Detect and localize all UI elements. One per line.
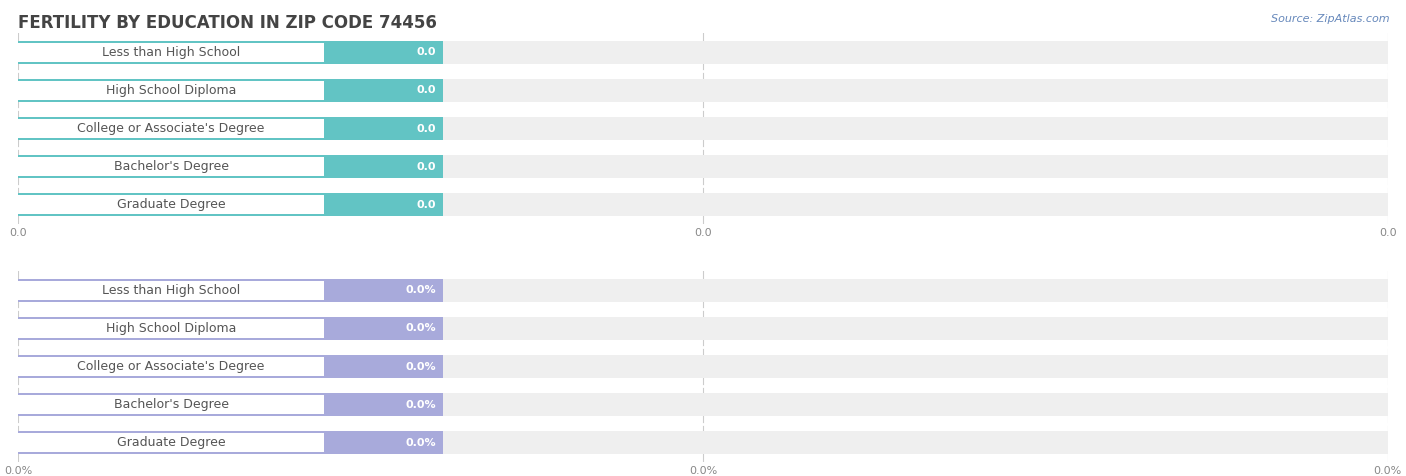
Text: 0.0: 0.0 [416, 123, 436, 134]
Text: 0.0: 0.0 [416, 161, 436, 172]
Bar [18, 278, 1388, 302]
Bar [18, 155, 443, 178]
Bar [18, 433, 323, 452]
Text: 0.0%: 0.0% [405, 323, 436, 334]
Bar [18, 155, 1388, 178]
Bar [18, 355, 443, 378]
Bar [18, 81, 323, 100]
Bar [18, 431, 443, 455]
Bar [18, 119, 323, 138]
Text: Less than High School: Less than High School [103, 46, 240, 59]
Bar [18, 395, 323, 414]
Bar [18, 355, 1388, 378]
Bar [18, 117, 443, 140]
Text: 0.0%: 0.0% [405, 361, 436, 372]
Bar [18, 393, 443, 416]
Text: 0.0: 0.0 [416, 85, 436, 96]
Text: 0.0%: 0.0% [405, 437, 436, 448]
Bar [18, 317, 443, 340]
Text: Bachelor's Degree: Bachelor's Degree [114, 160, 229, 173]
Bar [18, 319, 323, 338]
Bar [18, 193, 1388, 217]
Bar [18, 431, 1388, 455]
Text: College or Associate's Degree: College or Associate's Degree [77, 122, 264, 135]
Bar [18, 193, 443, 217]
Text: 0.0: 0.0 [416, 199, 436, 210]
Bar [18, 357, 323, 376]
Text: Bachelor's Degree: Bachelor's Degree [114, 398, 229, 411]
Bar [18, 157, 323, 176]
Bar [18, 278, 443, 302]
Bar [18, 40, 443, 64]
Bar [18, 393, 1388, 416]
Text: Less than High School: Less than High School [103, 284, 240, 297]
Text: Graduate Degree: Graduate Degree [117, 436, 225, 449]
Bar [18, 43, 323, 62]
Bar [18, 117, 1388, 140]
Bar [18, 195, 323, 214]
Text: 0.0%: 0.0% [405, 399, 436, 410]
Text: College or Associate's Degree: College or Associate's Degree [77, 360, 264, 373]
Text: Graduate Degree: Graduate Degree [117, 198, 225, 211]
Bar [18, 79, 1388, 102]
Bar [18, 317, 1388, 340]
Bar [18, 281, 323, 300]
Text: 0.0: 0.0 [416, 47, 436, 58]
Bar [18, 40, 1388, 64]
Text: Source: ZipAtlas.com: Source: ZipAtlas.com [1271, 14, 1389, 24]
Text: High School Diploma: High School Diploma [105, 322, 236, 335]
Text: FERTILITY BY EDUCATION IN ZIP CODE 74456: FERTILITY BY EDUCATION IN ZIP CODE 74456 [18, 14, 437, 32]
Bar [18, 79, 443, 102]
Text: High School Diploma: High School Diploma [105, 84, 236, 97]
Text: 0.0%: 0.0% [405, 285, 436, 296]
